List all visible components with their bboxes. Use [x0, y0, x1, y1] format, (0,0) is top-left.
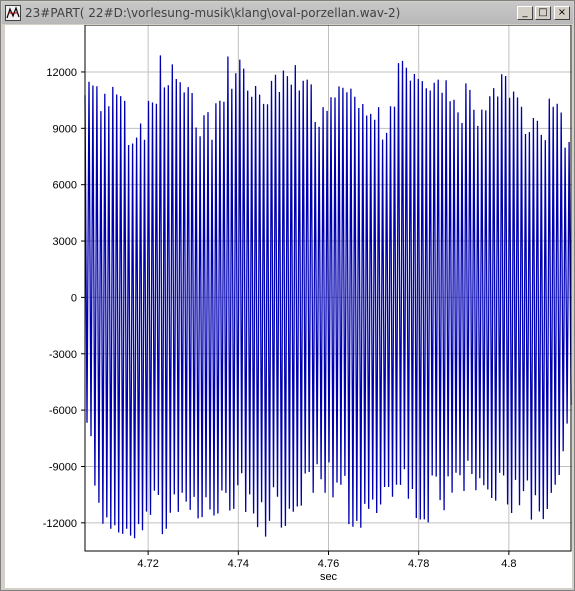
x-axis-ticks: 4.72 4.74 4.76 4.78 4.8	[137, 551, 517, 570]
y-tick-label: -6000	[49, 405, 77, 417]
x-tick-label: 4.74	[228, 558, 249, 570]
y-tick-label: -12000	[43, 518, 77, 530]
close-icon: ×	[557, 7, 567, 18]
y-tick-label: 3000	[53, 236, 77, 248]
x-tick-label: 4.76	[318, 558, 339, 570]
waveform-series	[84, 55, 572, 539]
minimize-icon: _	[522, 7, 528, 18]
window-title: 23#PART( 22#D:\vorlesung-musik\klang\ova…	[25, 6, 401, 20]
waveform-chart[interactable]: 120009000600030000-3000-6000-9000-12000 …	[5, 25, 572, 588]
y-tick-label: 9000	[53, 123, 77, 135]
y-tick-label: 0	[71, 292, 77, 304]
x-tick-label: 4.78	[408, 558, 429, 570]
x-axis-label: sec	[320, 571, 338, 583]
waveform-app-icon[interactable]	[5, 5, 21, 21]
x-tick-label: 4.8	[501, 558, 516, 570]
minimize-button[interactable]: _	[517, 6, 533, 20]
y-tick-label: -3000	[49, 349, 77, 361]
maximize-icon: □	[538, 7, 548, 18]
title-bar[interactable]: 23#PART( 22#D:\vorlesung-musik\klang\ova…	[2, 2, 573, 24]
y-tick-label: -9000	[49, 461, 77, 473]
y-tick-label: 6000	[53, 180, 77, 192]
plot-area[interactable]: 12000 9000 6000 3000 0 -3000 -6000 -9000 -12000 …	[5, 25, 572, 588]
y-axis-ticks: 12000 9000 6000 3000 0 -3000 -6000 -9000 -12000	[43, 67, 85, 530]
close-button[interactable]: ×	[554, 6, 570, 20]
waveform-line	[84, 55, 572, 539]
y-tick-label: 12000	[46, 67, 77, 79]
maximize-button[interactable]: □	[535, 6, 551, 20]
x-tick-label: 4.72	[137, 558, 158, 570]
